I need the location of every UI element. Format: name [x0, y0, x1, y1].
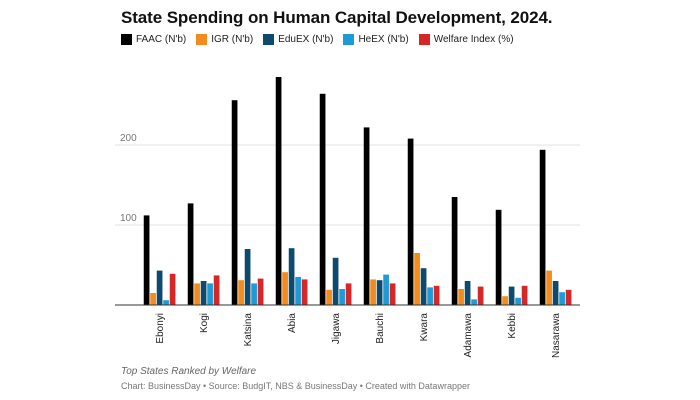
x-tick-label-katsina: Katsina — [243, 313, 254, 347]
bar-eduex-n-b-nasarawa — [552, 281, 559, 305]
bar-welfare-index-kogi — [213, 275, 220, 305]
bar-faac-n-b-kebbi — [495, 209, 502, 305]
bar-faac-n-b-nasarawa — [539, 149, 546, 305]
bar-igr-n-b-nasarawa — [546, 270, 552, 305]
bar-eduex-n-b-bauchi — [376, 280, 383, 305]
legend-label-heex: HeEX (N'b) — [358, 34, 409, 45]
bar-heex-n-b-katsina — [251, 283, 257, 305]
x-tick-label-kebbi: Kebbi — [507, 313, 518, 339]
bar-faac-n-b-jigawa — [319, 93, 326, 305]
bar-faac-n-b-kwara — [407, 138, 414, 305]
legend-item-heex: HeEX (N'b) — [343, 34, 409, 45]
bar-faac-n-b-ebonyi — [143, 215, 150, 305]
bar-igr-n-b-bauchi — [370, 279, 376, 305]
x-tick-label-jigawa: Jigawa — [331, 313, 342, 345]
bar-heex-n-b-nasarawa — [559, 292, 565, 305]
bar-igr-n-b-ebonyi — [150, 293, 156, 305]
bar-faac-n-b-katsina — [231, 100, 238, 305]
legend-label-faac: FAAC (N'b) — [136, 34, 187, 45]
legend-swatch-heex — [343, 34, 355, 45]
bar-welfare-index-jigawa — [345, 283, 352, 305]
x-tick-label-kwara: Kwara — [419, 313, 430, 342]
bar-welfare-index-bauchi — [389, 283, 396, 305]
bar-igr-n-b-jigawa — [326, 289, 332, 305]
legend-label-igr: IGR (N'b) — [211, 34, 254, 45]
x-tick-label-abia: Abia — [287, 313, 298, 333]
bar-igr-n-b-adamawa — [458, 289, 464, 305]
legend-swatch-eduex — [263, 34, 275, 45]
legend: FAAC (N'b) IGR (N'b) EduEX (N'b) HeEX (N… — [121, 34, 514, 45]
bar-eduex-n-b-jigawa — [332, 257, 339, 305]
x-tick-label-ebonyi: Ebonyi — [155, 313, 166, 344]
bar-welfare-index-adamawa — [477, 286, 484, 305]
bar-eduex-n-b-kwara — [420, 268, 427, 305]
legend-item-eduex: EduEX (N'b) — [263, 34, 333, 45]
bar-heex-n-b-bauchi — [383, 274, 389, 305]
bar-welfare-index-katsina — [257, 278, 264, 305]
legend-swatch-welfare — [418, 34, 430, 45]
chart-footer: Chart: BusinessDay • Source: BudgIT, NBS… — [121, 381, 470, 391]
bar-faac-n-b-kogi — [187, 203, 194, 305]
bar-heex-n-b-kebbi — [515, 297, 521, 305]
legend-swatch-faac — [121, 34, 132, 45]
y-tick-label-200: 200 — [120, 133, 137, 144]
bar-eduex-n-b-ebonyi — [156, 270, 163, 305]
bar-igr-n-b-abia — [282, 272, 288, 305]
legend-swatch-igr — [196, 34, 208, 45]
bar-igr-n-b-kwara — [414, 253, 420, 305]
bar-heex-n-b-jigawa — [339, 289, 345, 305]
bar-faac-n-b-abia — [275, 77, 282, 305]
bar-welfare-index-kwara — [433, 285, 440, 305]
chart-title: State Spending on Human Capital Developm… — [121, 8, 553, 27]
bar-heex-n-b-kwara — [427, 287, 433, 305]
bar-eduex-n-b-kogi — [200, 281, 207, 305]
bar-heex-n-b-adamawa — [471, 299, 477, 305]
bar-welfare-index-kebbi — [521, 285, 528, 305]
legend-item-igr: IGR (N'b) — [196, 34, 253, 45]
bar-welfare-index-nasarawa — [565, 289, 572, 305]
x-tick-label-adamawa: Adamawa — [463, 313, 474, 358]
x-tick-label-nasarawa: Nasarawa — [551, 313, 562, 358]
legend-item-faac: FAAC (N'b) — [121, 34, 186, 45]
bar-igr-n-b-kebbi — [502, 296, 508, 305]
x-tick-label-kogi: Kogi — [199, 313, 210, 333]
bar-eduex-n-b-kebbi — [508, 286, 515, 305]
bar-faac-n-b-bauchi — [363, 127, 370, 306]
bar-heex-n-b-kogi — [207, 283, 213, 305]
y-tick-label-100: 100 — [120, 213, 137, 224]
legend-label-welfare: Welfare Index (%) — [433, 34, 514, 45]
bar-heex-n-b-abia — [295, 277, 301, 305]
bar-eduex-n-b-adamawa — [464, 281, 471, 305]
chart-subtitle: Top States Ranked by Welfare — [121, 366, 257, 377]
x-tick-label-bauchi: Bauchi — [375, 313, 386, 344]
bar-igr-n-b-katsina — [238, 280, 244, 305]
legend-label-eduex: EduEX (N'b) — [278, 34, 334, 45]
bar-igr-n-b-kogi — [194, 283, 200, 305]
bar-eduex-n-b-katsina — [244, 249, 251, 305]
bar-welfare-index-ebonyi — [169, 273, 176, 305]
bar-eduex-n-b-abia — [288, 248, 295, 305]
bar-heex-n-b-ebonyi — [163, 300, 169, 305]
bar-faac-n-b-adamawa — [451, 197, 458, 305]
legend-item-welfare: Welfare Index (%) — [418, 34, 514, 45]
bar-welfare-index-abia — [301, 279, 308, 305]
